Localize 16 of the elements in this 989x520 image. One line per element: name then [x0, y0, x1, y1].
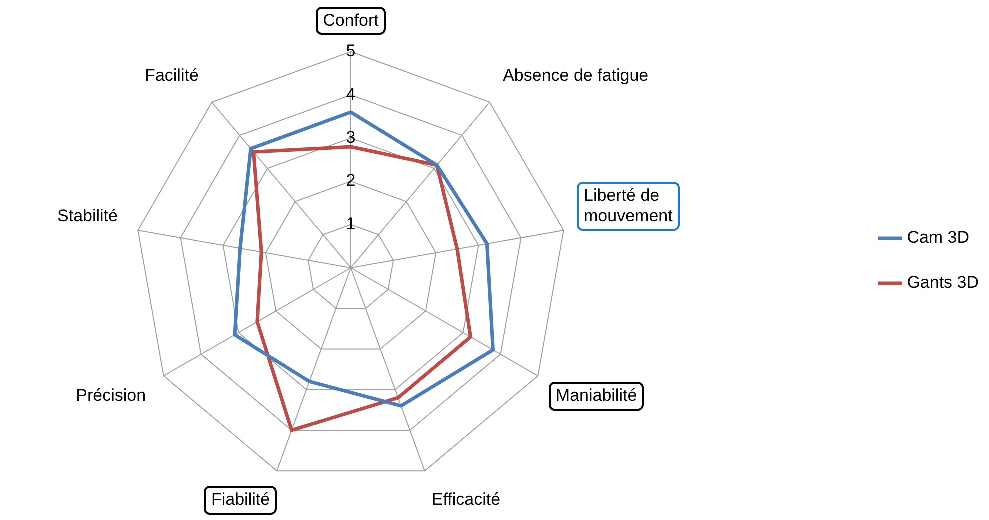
spoke-label: Absence de fatigue	[503, 66, 649, 86]
spoke-label: Stabilité	[58, 206, 118, 226]
y-tick-label: 1	[346, 214, 356, 234]
spoke-label: Fiabilité	[211, 490, 270, 510]
spoke-label: Efficacité	[432, 490, 501, 510]
legend-label: Gants 3D	[907, 273, 979, 292]
y-tick-label: 3	[346, 128, 356, 148]
legend-label: Cam 3D	[907, 228, 970, 248]
y-tick-label: 4	[346, 84, 356, 104]
spoke-label: Liberté de mouvement	[584, 186, 674, 226]
spoke-label: Confort	[323, 10, 380, 30]
spoke-label: Maniabilité	[556, 386, 638, 406]
y-tick-label: 2	[346, 171, 356, 190]
spoke-label: Précision	[76, 386, 146, 406]
y-tick-label: 5	[346, 42, 356, 61]
spoke-label: Facilité	[145, 66, 199, 86]
